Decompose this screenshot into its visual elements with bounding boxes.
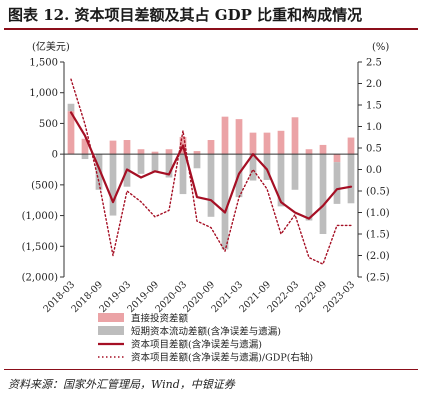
short-term-flow-bar xyxy=(347,154,355,204)
source-rule xyxy=(4,369,418,370)
fdi-bar xyxy=(151,151,159,155)
source-note: 资料来源：国家外汇管理局，Wind，中银证券 xyxy=(8,378,235,391)
fdi-bar xyxy=(235,119,243,155)
short-term-flow-bar xyxy=(179,154,187,195)
short-term-flow-bar xyxy=(137,154,145,174)
fdi-bar xyxy=(193,151,201,155)
left-axis-unit: (亿美元) xyxy=(32,40,70,53)
short-term-flow-bar xyxy=(207,154,215,217)
short-term-flow-bar xyxy=(291,154,299,190)
left-tick-label: 0 xyxy=(52,150,58,161)
capital-account-gdp-ratio-line xyxy=(70,78,352,265)
fdi-bar xyxy=(67,111,75,155)
left-tick-label: (1,500) xyxy=(22,242,59,253)
right-tick-label: 0.0 xyxy=(366,165,382,176)
left-tick-label: (500) xyxy=(31,180,58,191)
left-tick-label: 1,000 xyxy=(29,88,58,99)
left-tick-label: (2,000) xyxy=(22,273,59,284)
fdi-bar xyxy=(207,140,215,155)
capital-account-balance-line xyxy=(69,111,353,220)
short-term-flow-bar xyxy=(305,154,313,221)
right-axis-unit: (%) xyxy=(372,42,389,53)
left-tick-label: (1,000) xyxy=(22,211,59,222)
right-tick-label: (2.0) xyxy=(366,251,390,262)
short-term-flow-bar xyxy=(277,154,285,207)
short-term-flow-bar xyxy=(319,154,327,234)
legend-label: 短期资本流动差额(含净误差与遗漏) xyxy=(131,326,281,338)
fdi-bar xyxy=(165,149,173,155)
fdi-bar xyxy=(319,144,327,155)
x-tick-label: 2023-03 xyxy=(321,279,357,315)
short-term-flow-bar xyxy=(193,154,201,169)
short-term-flow-bar xyxy=(95,154,103,190)
fdi-bar xyxy=(291,117,299,155)
fdi-bar xyxy=(109,140,117,155)
fdi-bar xyxy=(249,132,257,155)
short-term-flow-bar xyxy=(109,154,117,216)
short-term-flow-bar xyxy=(263,154,271,180)
short-term-flow-bar xyxy=(333,162,341,204)
chart-title: 图表 12. 资本项目差额及其占 GDP 比重和构成情况 xyxy=(8,6,363,24)
short-term-flow-bar xyxy=(249,154,257,181)
short-term-flow-bar xyxy=(221,154,229,250)
fdi-bar xyxy=(333,154,341,163)
short-term-flow-bar xyxy=(67,103,75,112)
legend-swatch xyxy=(98,313,124,322)
fdi-bar xyxy=(137,149,145,155)
short-term-flow-bar xyxy=(165,154,173,178)
right-tick-label: (2.5) xyxy=(366,273,390,284)
short-term-flow-bar xyxy=(151,154,159,172)
right-tick-label: 2.0 xyxy=(366,79,382,90)
right-tick-label: 0.5 xyxy=(366,144,382,155)
title-rule xyxy=(4,28,418,30)
legend-label: 直接投资差额 xyxy=(131,313,189,325)
fdi-bar xyxy=(263,132,271,155)
legend-swatch xyxy=(98,326,124,335)
fdi-bar xyxy=(221,116,229,155)
right-tick-label: (0.5) xyxy=(366,187,390,198)
fdi-bar xyxy=(123,140,131,155)
right-tick-label: (1.5) xyxy=(366,230,390,241)
right-tick-label: 2.5 xyxy=(366,58,382,69)
legend-label: 资本项目差额(含净误差与遗漏) xyxy=(131,339,262,351)
right-tick-label: (1.0) xyxy=(366,208,390,219)
right-tick-label: 1.0 xyxy=(366,122,382,133)
fdi-bar xyxy=(347,137,355,155)
fdi-bar xyxy=(305,149,313,155)
left-tick-label: 500 xyxy=(39,119,58,130)
fdi-bar xyxy=(81,138,89,155)
short-term-flow-bar xyxy=(81,154,89,160)
fdi-bar xyxy=(277,130,285,155)
legend-label: 资本项目差额(含净误差与遗漏)/GDP(右轴) xyxy=(131,352,313,364)
right-tick-label: 1.5 xyxy=(366,101,382,112)
left-tick-label: 1,500 xyxy=(29,58,58,69)
